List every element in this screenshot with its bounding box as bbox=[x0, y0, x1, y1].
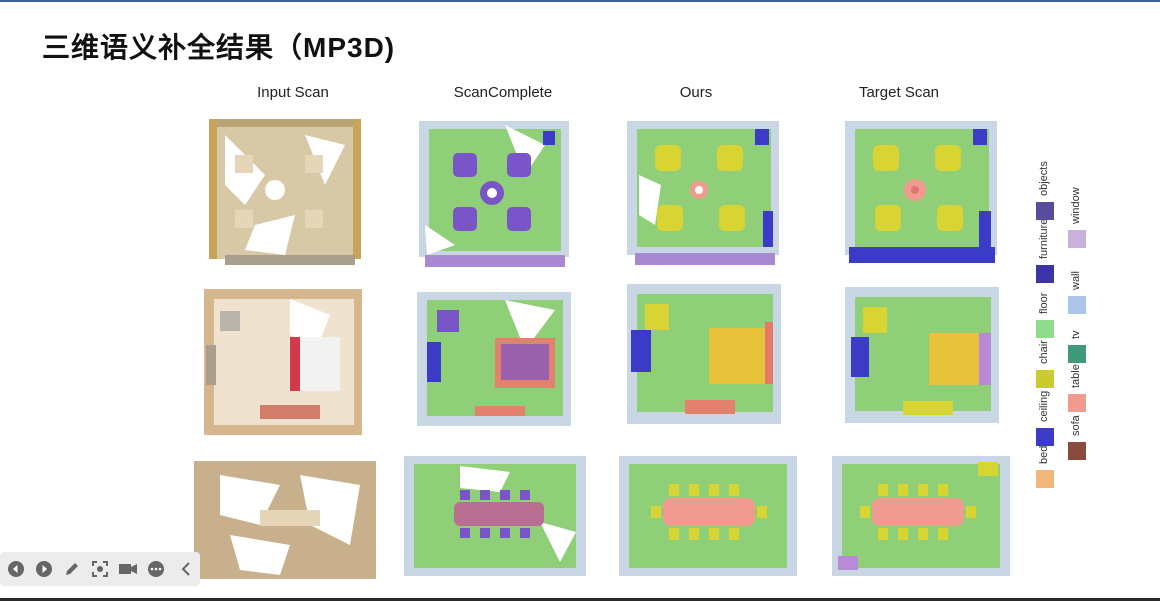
legend-label-wall: wall bbox=[1070, 271, 1082, 290]
slide-title: 三维语义补全结果（MP3D) bbox=[42, 32, 396, 63]
column-header-input-scan: Input Scan bbox=[257, 84, 329, 101]
presentation-toolbar bbox=[0, 552, 200, 586]
scancomplete-row1 bbox=[419, 121, 569, 267]
scancomplete-row3 bbox=[404, 456, 586, 576]
legend-label-table: table bbox=[1070, 364, 1082, 388]
legend-label-window: window bbox=[1070, 187, 1082, 224]
bottom-bar bbox=[0, 598, 1160, 601]
legend-swatch-floor bbox=[1036, 320, 1054, 338]
previous-icon[interactable] bbox=[6, 559, 26, 579]
top-accent-bar bbox=[0, 0, 1160, 2]
pen-icon[interactable] bbox=[62, 559, 82, 579]
legend-label-sofa: sofa bbox=[1070, 415, 1082, 436]
input-scan-row3 bbox=[194, 461, 376, 579]
legend-swatch-bed bbox=[1036, 470, 1054, 488]
legend-swatch-objects bbox=[1036, 202, 1054, 220]
legend-label-floor: floor bbox=[1038, 292, 1050, 314]
screenshot-icon[interactable] bbox=[90, 559, 110, 579]
legend-swatch-sofa bbox=[1068, 442, 1086, 460]
target-scan-row1 bbox=[845, 121, 997, 263]
legend-swatch-ceiling bbox=[1036, 428, 1054, 446]
ours-row2 bbox=[627, 284, 781, 424]
collapse-icon[interactable] bbox=[176, 559, 196, 579]
legend-swatch-chair bbox=[1036, 370, 1054, 388]
legend-swatch-tv bbox=[1068, 345, 1086, 363]
legend-label-ceiling: ceiling bbox=[1038, 390, 1050, 422]
more-icon[interactable] bbox=[146, 559, 166, 579]
legend-label-tv: tv bbox=[1070, 330, 1082, 339]
legend-label-furniture: furniture bbox=[1038, 218, 1050, 259]
target-scan-row3 bbox=[832, 456, 1010, 576]
legend-swatch-furniture bbox=[1036, 265, 1054, 283]
legend-label-objects: objects bbox=[1038, 161, 1050, 196]
input-scan-row1 bbox=[209, 119, 361, 265]
legend-label-bed: bed bbox=[1038, 445, 1050, 464]
column-header-target-scan: Target Scan bbox=[858, 84, 940, 101]
column-header-ours: Ours bbox=[679, 84, 713, 101]
column-header-scancomplete: ScanComplete bbox=[453, 84, 553, 101]
target-scan-row2 bbox=[845, 287, 999, 423]
legend-label-chair: chair bbox=[1038, 340, 1050, 364]
input-scan-row2 bbox=[204, 289, 362, 435]
next-icon[interactable] bbox=[34, 559, 54, 579]
legend-swatch-table bbox=[1068, 394, 1086, 412]
legend-swatch-wall bbox=[1068, 296, 1086, 314]
scancomplete-row2 bbox=[417, 292, 571, 426]
ours-row1 bbox=[627, 121, 779, 265]
ours-row3 bbox=[619, 456, 797, 576]
legend-swatch-window bbox=[1068, 230, 1086, 248]
camera-icon[interactable] bbox=[118, 559, 138, 579]
